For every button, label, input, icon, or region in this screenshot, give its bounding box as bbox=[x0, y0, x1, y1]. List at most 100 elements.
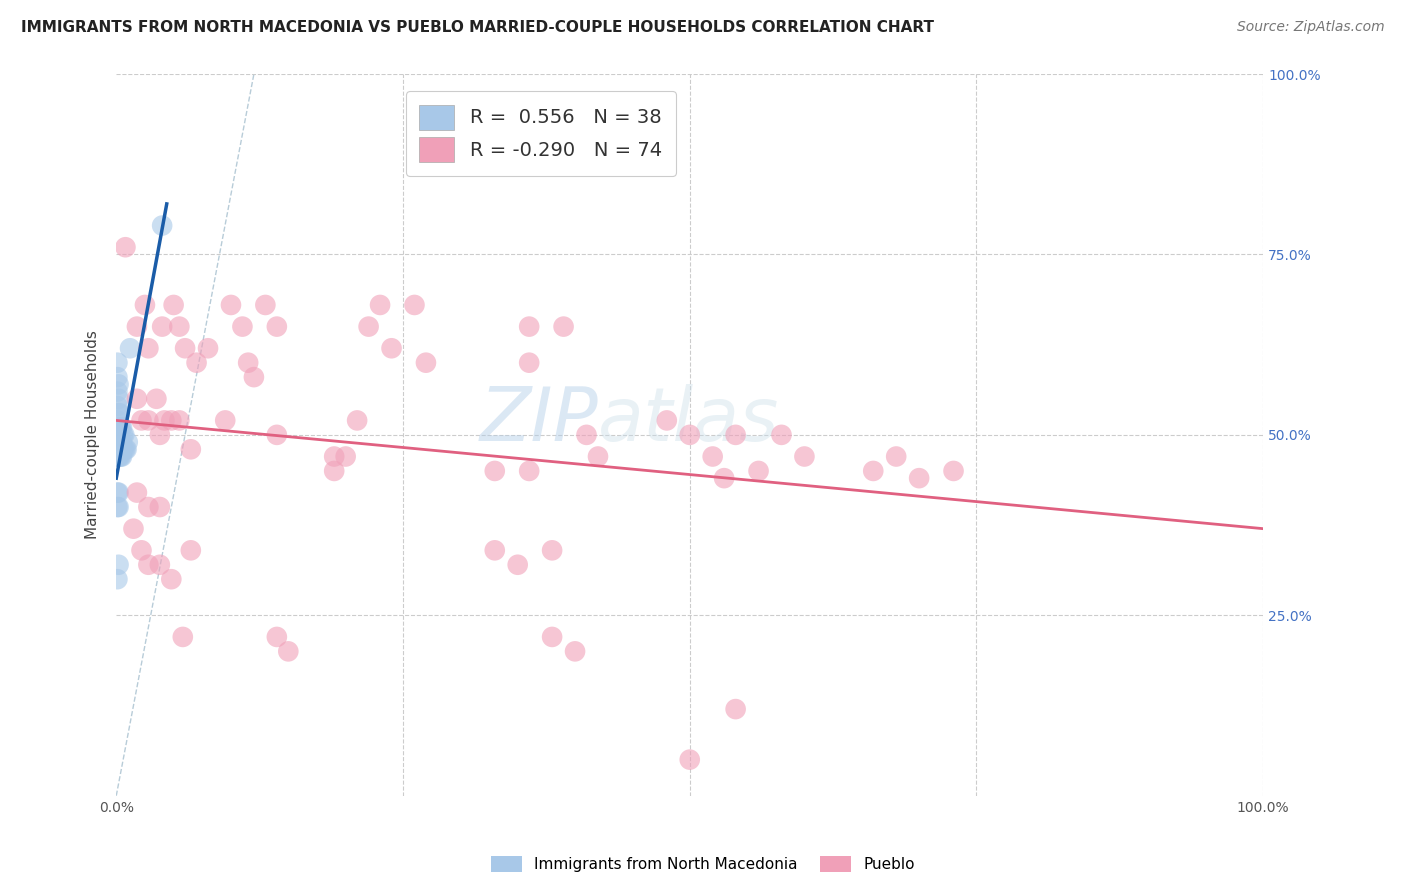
Point bbox=[111, 450, 134, 464]
Point bbox=[107, 435, 129, 450]
Point bbox=[368, 298, 391, 312]
Point bbox=[197, 341, 219, 355]
Point bbox=[172, 630, 194, 644]
Point bbox=[114, 442, 136, 457]
Point bbox=[112, 442, 135, 457]
Point bbox=[169, 413, 191, 427]
Point bbox=[112, 442, 135, 457]
Point bbox=[107, 558, 129, 572]
Point bbox=[174, 341, 197, 355]
Point bbox=[150, 219, 173, 233]
Point bbox=[153, 413, 176, 427]
Point bbox=[134, 298, 156, 312]
Point bbox=[679, 753, 702, 767]
Point bbox=[107, 500, 129, 514]
Point bbox=[702, 450, 724, 464]
Point bbox=[107, 370, 129, 384]
Point bbox=[107, 384, 129, 399]
Point bbox=[117, 435, 139, 450]
Point bbox=[138, 558, 160, 572]
Point bbox=[254, 298, 277, 312]
Point bbox=[243, 370, 266, 384]
Point bbox=[219, 298, 242, 312]
Point bbox=[160, 413, 183, 427]
Point bbox=[111, 435, 134, 450]
Point bbox=[575, 428, 598, 442]
Point bbox=[214, 413, 236, 427]
Point bbox=[335, 450, 357, 464]
Point bbox=[112, 428, 135, 442]
Point bbox=[107, 399, 129, 413]
Point bbox=[107, 420, 129, 434]
Point bbox=[186, 356, 208, 370]
Point bbox=[125, 485, 148, 500]
Point bbox=[110, 435, 132, 450]
Point bbox=[748, 464, 770, 478]
Point bbox=[357, 319, 380, 334]
Point bbox=[266, 630, 288, 644]
Point bbox=[724, 702, 747, 716]
Point bbox=[108, 406, 131, 420]
Point bbox=[138, 341, 160, 355]
Point bbox=[553, 319, 575, 334]
Point bbox=[323, 450, 346, 464]
Point bbox=[150, 319, 173, 334]
Point bbox=[346, 413, 368, 427]
Point bbox=[323, 464, 346, 478]
Point bbox=[586, 450, 609, 464]
Point bbox=[793, 450, 815, 464]
Point bbox=[724, 428, 747, 442]
Point bbox=[564, 644, 586, 658]
Point bbox=[115, 442, 138, 457]
Point bbox=[131, 543, 153, 558]
Point bbox=[108, 450, 131, 464]
Point bbox=[112, 428, 135, 442]
Point bbox=[942, 464, 965, 478]
Point bbox=[138, 500, 160, 514]
Text: atlas: atlas bbox=[598, 384, 779, 457]
Point bbox=[679, 428, 702, 442]
Point bbox=[118, 341, 141, 355]
Point bbox=[266, 428, 288, 442]
Point bbox=[506, 558, 529, 572]
Point bbox=[107, 500, 129, 514]
Point bbox=[107, 428, 129, 442]
Point bbox=[111, 420, 134, 434]
Point bbox=[122, 522, 145, 536]
Point bbox=[149, 558, 172, 572]
Point bbox=[180, 442, 202, 457]
Point bbox=[238, 356, 260, 370]
Point bbox=[404, 298, 426, 312]
Point bbox=[169, 319, 191, 334]
Point bbox=[107, 450, 129, 464]
Point bbox=[862, 464, 884, 478]
Point bbox=[517, 356, 540, 370]
Point bbox=[149, 428, 172, 442]
Point bbox=[149, 500, 172, 514]
Point bbox=[517, 319, 540, 334]
Point bbox=[107, 572, 129, 586]
Point bbox=[107, 485, 129, 500]
Point bbox=[713, 471, 735, 485]
Point bbox=[107, 377, 129, 392]
Point bbox=[541, 543, 564, 558]
Legend: Immigrants from North Macedonia, Pueblo: Immigrants from North Macedonia, Pueblo bbox=[484, 848, 922, 880]
Point bbox=[484, 543, 506, 558]
Point bbox=[415, 356, 437, 370]
Point bbox=[541, 630, 564, 644]
Point bbox=[770, 428, 793, 442]
Point bbox=[131, 413, 153, 427]
Point bbox=[655, 413, 678, 427]
Point bbox=[107, 413, 129, 427]
Point bbox=[107, 485, 129, 500]
Point bbox=[125, 319, 148, 334]
Point bbox=[908, 471, 931, 485]
Point bbox=[107, 406, 129, 420]
Y-axis label: Married-couple Households: Married-couple Households bbox=[86, 330, 100, 540]
Point bbox=[114, 240, 136, 254]
Point bbox=[145, 392, 167, 406]
Text: ZIP: ZIP bbox=[479, 384, 598, 457]
Point bbox=[107, 356, 129, 370]
Point bbox=[108, 435, 131, 450]
Point bbox=[110, 420, 132, 434]
